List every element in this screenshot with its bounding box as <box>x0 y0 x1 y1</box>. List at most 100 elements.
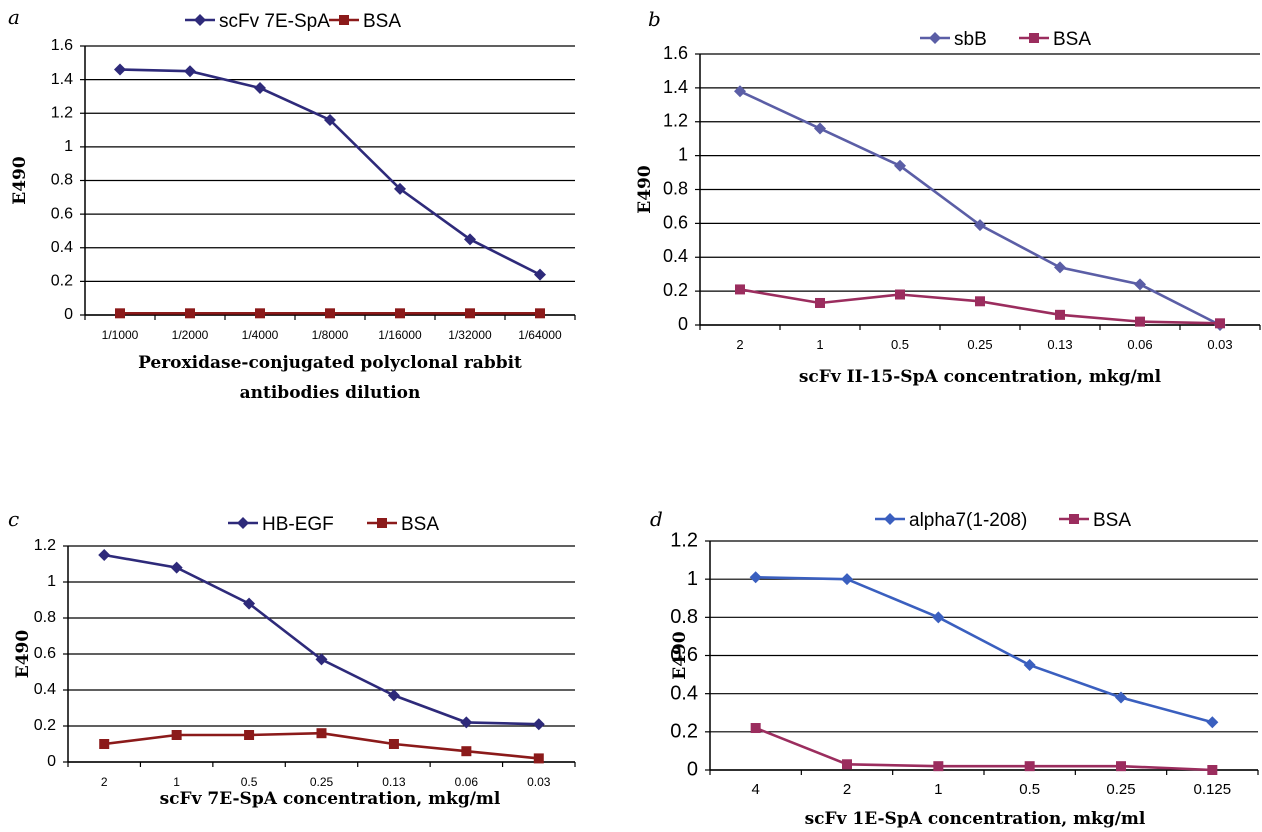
series-line-bsa <box>755 726 1213 772</box>
y-tick-label: 0.4 <box>51 239 73 256</box>
x-tick-label: 0.5 <box>891 337 909 352</box>
y-tick-label: 0.8 <box>663 178 688 198</box>
legend-label: sbB <box>954 29 987 50</box>
y-tick-label: 1.6 <box>51 37 73 54</box>
data-point <box>114 63 126 76</box>
x-tick-label: 1/2000 <box>172 328 209 342</box>
data-point <box>244 730 255 740</box>
x-axis-label: Peroxidase-conjugated polyclonal rabbit <box>138 353 522 373</box>
legend-label: HB-EGF <box>262 514 334 535</box>
data-point <box>1054 261 1066 274</box>
legend-label: BSA <box>401 514 439 535</box>
y-tick-label: 1.4 <box>663 77 688 97</box>
y-tick-label: 1 <box>687 568 698 590</box>
data-point <box>1134 278 1146 291</box>
y-tick-label: 0.2 <box>670 720 698 742</box>
x-tick-label: 0.06 <box>455 775 479 789</box>
legend-label: BSA <box>1053 29 1091 50</box>
x-tick-label: 1/1000 <box>102 328 139 342</box>
series-line-alpha7-1-208- <box>755 575 1213 724</box>
y-tick-label: 1.6 <box>663 43 688 63</box>
y-axis-label: E490 <box>13 630 33 679</box>
y-tick-label: 0.8 <box>51 172 73 189</box>
series-line-scfv-7e-spa <box>119 68 541 276</box>
data-point <box>814 122 826 135</box>
x-tick-label: 0.25 <box>967 337 992 352</box>
x-tick-label: 4 <box>751 781 759 798</box>
data-point <box>749 571 762 584</box>
data-point <box>387 689 400 702</box>
data-point <box>255 308 265 319</box>
legend-marker <box>884 513 896 525</box>
x-tick-label: 1/8000 <box>312 328 349 342</box>
data-point <box>734 85 746 98</box>
data-point <box>895 289 905 300</box>
x-axis-label: scFv II-15-SpA concentration, mkg/ml <box>799 367 1162 387</box>
y-tick-label: 0.4 <box>663 246 688 266</box>
y-tick-label: 0.6 <box>34 645 56 662</box>
data-point <box>975 296 985 307</box>
data-point <box>465 308 475 319</box>
x-tick-label: 1/4000 <box>242 328 279 342</box>
data-point <box>842 759 852 770</box>
data-point <box>254 82 266 95</box>
x-tick-label: 1/32000 <box>448 328 492 342</box>
legend-entry: alpha7(1-208) <box>875 510 1027 531</box>
x-tick-label: 2 <box>101 775 108 789</box>
legend-entry: BSA <box>367 514 439 535</box>
x-tick-label: 0.13 <box>382 775 406 789</box>
x-axis-label: scFv 1E-SpA concentration, mkg/ml <box>805 809 1146 829</box>
data-point <box>460 716 473 729</box>
y-tick-label: 0.8 <box>34 609 56 626</box>
data-point <box>184 65 196 78</box>
chart-panel-d: d 0 0.2 0.4 0.6 0.8 1 1.2 4 2 1 0.5 0.25 0.125 E490 scF… <box>650 507 1259 829</box>
y-tick-label: 1.2 <box>51 104 73 121</box>
y-tick-label: 0 <box>678 314 688 334</box>
data-point <box>1135 316 1145 327</box>
panel-letter: b <box>648 7 661 31</box>
legend-marker <box>339 15 349 25</box>
y-tick-label: 1 <box>64 138 73 155</box>
legend-entry: scFv 7E-SpA <box>185 11 330 32</box>
y-tick-label: 0.2 <box>51 273 73 290</box>
y-tick-label: 0.6 <box>51 205 73 222</box>
data-point <box>395 308 405 319</box>
legend-entry: BSA <box>329 11 401 32</box>
data-point <box>325 308 335 319</box>
data-point <box>533 753 544 764</box>
legend-marker <box>929 32 941 44</box>
data-point <box>815 297 825 308</box>
data-point <box>932 611 945 624</box>
data-point <box>1215 318 1225 329</box>
y-tick-label: 1.2 <box>670 530 698 552</box>
x-tick-label: 0.5 <box>241 775 258 789</box>
x-axis-label: antibodies dilution <box>240 383 421 403</box>
data-point <box>750 723 761 734</box>
x-tick-label: 1 <box>934 781 942 798</box>
data-point <box>1116 761 1126 772</box>
x-tick-label: 1 <box>816 337 823 352</box>
y-tick-label: 0.4 <box>670 682 698 704</box>
x-axis-label: scFv 7E-SpA concentration, mkg/ml <box>160 789 501 809</box>
legend-marker <box>237 517 249 529</box>
data-point <box>315 653 328 666</box>
y-tick-label: 1.4 <box>51 71 73 88</box>
x-tick-label: 0.125 <box>1194 781 1232 798</box>
chart-panel-b: b 0 0.2 0.4 0.6 0.8 1 1.2 1.4 1.6 2 1 0.5 0.25 0.13 0.0… <box>635 7 1261 387</box>
chart-panel-a: a 0 0.2 0.4 0.6 0.8 1 1.2 1.4 1.6 1/1000 1/2000 1/40… <box>8 5 576 403</box>
y-tick-label: 0.6 <box>670 644 698 666</box>
data-point <box>98 549 111 561</box>
x-tick-label: 0.13 <box>1047 337 1072 352</box>
data-point <box>99 739 110 749</box>
data-point <box>1206 716 1219 729</box>
legend-entry: BSA <box>1059 510 1131 531</box>
y-tick-label: 0.2 <box>663 280 688 300</box>
series-line-sbb <box>739 90 1221 327</box>
data-point <box>316 728 327 739</box>
legend-marker <box>1069 514 1079 524</box>
y-axis-label: E490 <box>635 165 655 214</box>
data-point <box>324 113 336 126</box>
x-tick-label: 0.5 <box>1019 781 1040 798</box>
